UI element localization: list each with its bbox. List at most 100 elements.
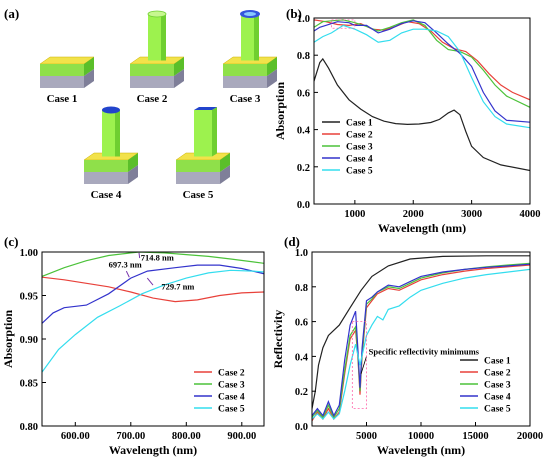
green-layer-front — [130, 64, 174, 76]
pillar-shade — [115, 110, 120, 157]
panel-d-chart: (d) 5000 10000 15000 20000 0.0 0.2 0.4 0.6 0.8 1.… — [271, 234, 543, 457]
y-tick-label: 0.0 — [295, 422, 308, 433]
legend: Case 1 Case 2 Case 3 Case 4 Case 5 — [322, 119, 373, 177]
panel-c-chart: (c) 600.00 700.00 800.00 900.00 0.80 0.85 0.90… — [1, 234, 265, 457]
panel-a-structures: (a) Case 1 Case 2 Case 3 Case 4 Case 5 — [4, 6, 278, 201]
x-axis-label: Wavelength (nm) — [109, 443, 197, 457]
pillar-side — [212, 107, 217, 157]
y-tick-label: 0.85 — [20, 379, 38, 390]
legend-entry: Case 5 — [484, 405, 511, 415]
legend-entry: Case 2 — [346, 131, 373, 141]
pillar-cap-square — [194, 107, 217, 110]
y-tick-label: 0.8 — [295, 283, 308, 294]
x-tick-label: 3000 — [461, 209, 482, 220]
structure-illustrations: Case 1 Case 2 Case 3 Case 4 Case 5 — [39, 10, 278, 201]
green-layer-side — [84, 57, 94, 76]
series-line-case-2 — [314, 19, 530, 101]
pillar-cap-hole — [244, 12, 256, 16]
x-tick-label: 700.00 — [116, 431, 145, 442]
case-label: Case 1 — [47, 93, 78, 105]
case-label: Case 4 — [91, 189, 122, 201]
legend-entry: Case 4 — [218, 393, 245, 403]
green-layer-side — [128, 153, 138, 172]
y-tick-label: 0.2 — [297, 163, 310, 174]
panel-b-label: (b) — [286, 6, 302, 21]
pillar-shade — [161, 14, 166, 61]
panel-d-label: (d) — [284, 234, 300, 249]
series-line-case-3 — [42, 252, 264, 277]
case-label: Case 3 — [230, 93, 261, 105]
pillar-cap-disk — [102, 106, 120, 114]
structure-case-1: Case 1 — [39, 56, 95, 105]
minimums-box — [351, 321, 367, 410]
legend: Case 1 Case 2 Case 3 Case 4 Case 5 — [460, 357, 511, 415]
x-tick-label: 1000 — [344, 209, 365, 220]
x-tick-label: 800.00 — [172, 431, 201, 442]
legend-entry: Case 3 — [346, 143, 373, 153]
annotation-697: 697.3 nm — [109, 260, 142, 270]
legend: Case 2 Case 3 Case 4 Case 5 — [194, 369, 245, 415]
x-axis-label: Wavelength (nm) — [377, 443, 465, 457]
base-front — [130, 76, 174, 88]
series-line-case-4 — [42, 264, 264, 324]
base-front — [176, 172, 220, 184]
y-axis-label: Absorption — [1, 310, 15, 368]
green-layer-front — [176, 160, 220, 172]
series-line-case-1 — [314, 57, 530, 172]
series-lines — [42, 252, 264, 373]
plot-frame — [313, 17, 531, 205]
series-line-case-1 — [312, 255, 530, 409]
y-tick-label: 0.4 — [295, 352, 309, 363]
x-tick-label: 600.00 — [61, 431, 90, 442]
case-label: Case 5 — [183, 189, 214, 201]
y-tick-label: 0.4 — [297, 126, 311, 137]
annotation-729-arrow — [146, 277, 154, 286]
structure-case-3: Case 3 — [222, 10, 278, 105]
legend-entry: Case 2 — [484, 369, 511, 379]
base-front — [223, 76, 267, 88]
annotation-697-arrow — [125, 270, 130, 278]
panel-c-label: (c) — [4, 234, 18, 249]
y-tick-label: 1.00 — [20, 248, 38, 259]
series-line-case-5 — [42, 269, 264, 373]
legend-entry: Case 1 — [346, 119, 373, 129]
y-axis-label: Absorption — [273, 82, 287, 140]
y-tick-label: 1.0 — [297, 14, 310, 25]
green-layer-front — [223, 64, 267, 76]
pillar-shade — [254, 14, 259, 61]
base-side — [220, 165, 230, 184]
legend-entry: Case 5 — [218, 405, 245, 415]
pillar-top-rim — [147, 10, 167, 18]
green-layer-side — [174, 57, 184, 76]
annotation-729: 729.7 nm — [161, 281, 194, 291]
case-label: Case 2 — [137, 93, 168, 105]
y-tick-label: 1.0 — [295, 248, 308, 259]
legend-entry: Case 4 — [346, 155, 373, 165]
base-front — [40, 76, 84, 88]
x-axis-label: Wavelength (nm) — [378, 221, 466, 235]
series-line-case-4 — [314, 20, 530, 123]
x-tick-label: 2000 — [403, 209, 424, 220]
y-tick-label: 0.2 — [295, 387, 308, 398]
annotation-714: 714.8 nm — [141, 253, 174, 263]
structure-case-2: Case 2 — [129, 10, 185, 105]
series-lines — [314, 19, 530, 172]
annotation-reflectivity-minimums: Specific reflectivity minimums — [369, 347, 480, 357]
x-tick-label: 20000 — [517, 431, 543, 442]
base-side — [174, 69, 184, 88]
series-line-case-4 — [312, 263, 530, 418]
series-line-case-2 — [42, 276, 264, 303]
base-side — [84, 69, 94, 88]
structure-case-4: Case 4 — [83, 106, 139, 201]
series-line-case-3 — [314, 19, 530, 108]
pillar-body — [194, 110, 212, 157]
legend-entry: Case 5 — [346, 167, 373, 177]
y-axis-label: Reflectivity — [271, 310, 285, 369]
base-side — [128, 165, 138, 184]
legend-entry: Case 3 — [484, 381, 511, 391]
x-tick-label: 5000 — [356, 431, 377, 442]
x-tick-label: 10000 — [408, 431, 434, 442]
legend-entry: Case 3 — [218, 381, 245, 391]
series-lines — [312, 255, 530, 422]
